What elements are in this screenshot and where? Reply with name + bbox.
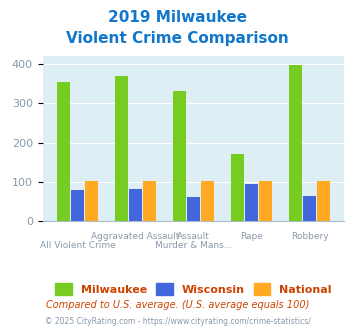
Bar [57,82,70,221]
Text: All Violent Crime: All Violent Crime [39,241,115,250]
Bar [201,181,214,221]
Bar [143,181,156,221]
Legend: Milwaukee, Wisconsin, National: Milwaukee, Wisconsin, National [52,280,335,298]
Bar [187,197,200,221]
Text: Robbery: Robbery [291,232,328,241]
Bar [231,154,244,221]
Text: Murder & Mans...: Murder & Mans... [155,241,232,250]
Bar [245,184,258,221]
Bar [85,181,98,221]
Text: Rape: Rape [240,232,263,241]
Bar [259,181,272,221]
Bar [173,91,186,221]
Bar [115,76,128,221]
Text: © 2025 CityRating.com - https://www.cityrating.com/crime-statistics/: © 2025 CityRating.com - https://www.city… [45,317,310,326]
Bar [317,181,330,221]
Text: Assault: Assault [177,232,210,241]
Bar [303,196,316,221]
Bar [71,190,84,221]
Text: Aggravated Assault: Aggravated Assault [91,232,180,241]
Text: 2019 Milwaukee: 2019 Milwaukee [108,10,247,25]
Bar [289,65,302,221]
Text: Violent Crime Comparison: Violent Crime Comparison [66,31,289,46]
Text: Compared to U.S. average. (U.S. average equals 100): Compared to U.S. average. (U.S. average … [46,300,309,310]
Bar [129,189,142,221]
